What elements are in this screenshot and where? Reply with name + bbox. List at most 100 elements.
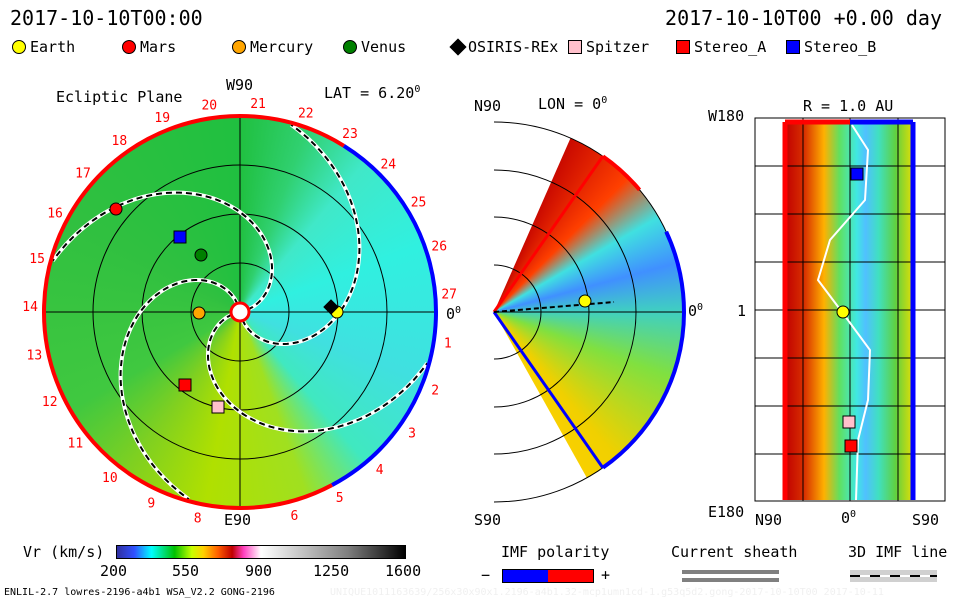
meridional-negative-arc [601,230,686,470]
legend-item-osiris-rex: OSIRIS-REx [449,38,559,56]
sector-number: 23 [342,127,358,142]
sector-number: 4 [376,463,384,478]
degree-sup: 0 [601,95,608,106]
legend-label: Earth [30,38,76,56]
sector-number: 18 [112,134,128,149]
legend-item-mercury: Mercury [232,38,313,56]
radial-bottom-left: E180 [708,503,745,521]
sector-number: 24 [380,157,396,172]
legend-label: Stereo_B [804,38,877,56]
radial-bottom-s90: S90 [912,511,940,529]
square-marker-icon [676,40,690,54]
sector-number: 8 [194,512,202,527]
sector-number: 19 [154,111,170,126]
imf-spiral-line [207,313,429,433]
meridional-edge-north [492,155,605,313]
earth-marker-meridional [578,294,592,308]
lat-label: LAT = 6.200 [324,84,420,102]
meridional-positive-arc [601,154,642,192]
sector-number: 12 [42,395,58,410]
sector-number: 10 [102,471,118,486]
sector-number: 9 [147,496,155,511]
stereo_b-marker [173,230,187,244]
lon-label: LON = 00 [538,95,607,113]
run-info: ENLIL-2.7 lowres-2196-a4b1 WSA_V2.2 GONG… [4,587,275,598]
circle-marker-icon [343,40,357,54]
spitzer-marker [211,400,225,414]
ecliptic-bottom-label: E90 [224,511,252,529]
venus-marker [194,248,208,262]
imf-polarity-positive-arc [42,114,345,510]
meridional-edge-south [492,311,605,469]
radial-bottom-n90: N90 [755,511,783,529]
sector-number: 16 [47,207,63,222]
imf-polarity-negative-arc [331,144,438,487]
imf-spiral-line [51,191,273,311]
imf-line-sample [850,570,937,582]
ecliptic-right-label: 00 [446,305,461,323]
colorbar-tick: 1600 [385,562,422,580]
imf-line-title: 3D IMF line [848,543,948,561]
colorbar-tick: 550 [172,562,200,580]
legend-label: OSIRIS-REx [468,38,559,56]
colorbar-tick: 900 [245,562,273,580]
colorbar-tick: 1250 [313,562,350,580]
imf-polarity-title: IMF polarity [501,543,610,561]
lat0: 0 [688,302,698,320]
meridional-top-label: N90 [474,97,502,115]
degree-sup: 0 [697,302,704,313]
square-marker-icon [568,40,582,54]
degree-sup: 0 [455,305,462,316]
radial-bottom-0: 00 [841,509,856,527]
legend-label: Mars [140,38,177,56]
sector-number: 6 [291,509,299,524]
lat-value: LAT = 6.20 [324,84,415,102]
colorbar [116,545,406,559]
stereo_b-marker-radial [850,167,864,181]
imf-polarity-bar [502,569,594,583]
lon0: 0 [446,305,456,323]
degree-sup: 0 [850,509,857,520]
meridional-bottom-label: S90 [474,511,502,529]
radial-top-left: W180 [708,107,745,125]
lon-value: LON = 0 [538,95,602,113]
ecliptic-title: Ecliptic Plane [56,88,183,106]
circle-marker-icon [122,40,136,54]
radial-mid-left: 1 [737,302,747,320]
sector-number: 13 [27,349,43,364]
legend-item-earth: Earth [12,38,75,56]
sector-number: 3 [408,426,416,441]
sector-number: 25 [411,195,427,210]
circle-marker-icon [12,40,26,54]
sheath-line [682,570,779,574]
sector-number: 5 [336,491,344,506]
elapsed-label: 2017-10-10T00 +0.00 day [665,6,942,30]
legend-label: Spitzer [586,38,650,56]
radial-title: R = 1.0 AU [803,97,894,115]
imf-spiral-line [241,123,361,345]
meridional-right-label: 00 [688,302,703,320]
legend-item-stereo_b: Stereo_B [786,38,876,56]
colorbar-label: Vr (km/s) [23,543,105,561]
current-sheath-title: Current sheath [671,543,798,561]
sector-number: 22 [298,107,314,122]
legend-item-stereo_a: Stereo_A [676,38,766,56]
degree-sup: 0 [414,84,421,95]
mars-marker [109,202,123,216]
legend-item-venus: Venus [343,38,406,56]
sector-number: 1 [444,336,452,351]
circle-marker-icon [232,40,246,54]
stereo_a-marker [178,378,192,392]
current-sheath-line [816,124,872,501]
watermark: UNIQUE1011163639/256x30x90x1.2196-a4b1.3… [330,587,884,598]
legend-item-spitzer: Spitzer [568,38,649,56]
earth-marker-radial [836,305,850,319]
square-marker-icon [786,40,800,54]
imf-spiral-line [119,279,239,501]
colorbar-tick: 200 [100,562,128,580]
sector-number: 11 [68,436,84,451]
osiris-rex-marker [323,299,339,315]
legend-item-mars: Mars [122,38,176,56]
